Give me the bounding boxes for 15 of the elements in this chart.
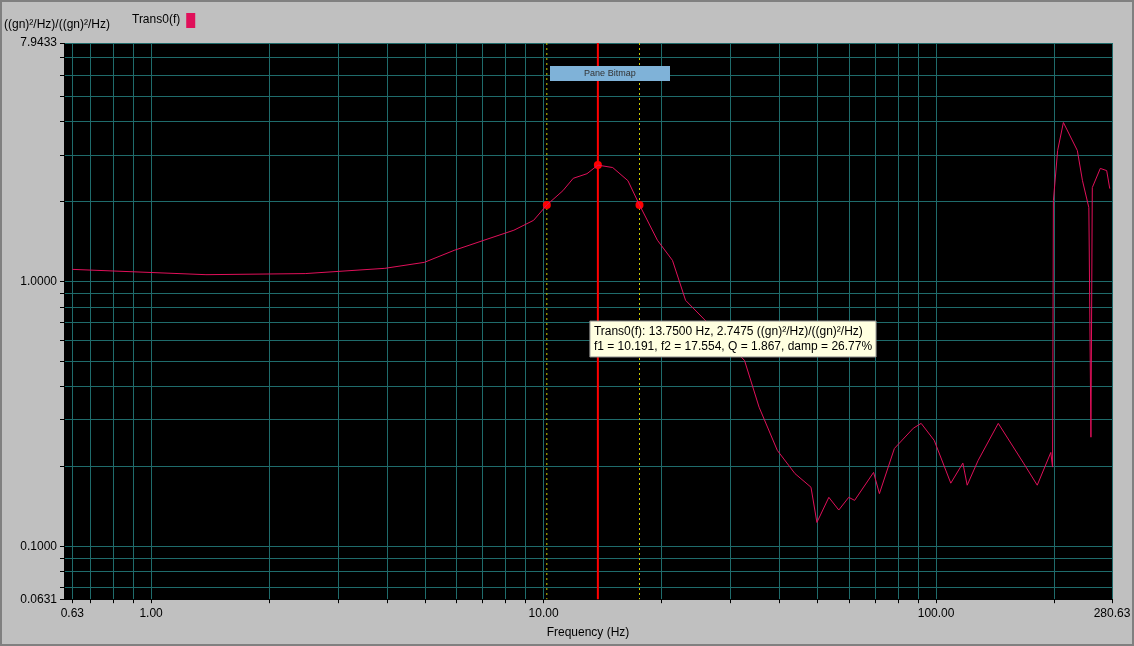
y-tick-label: 7.9433 — [20, 35, 58, 50]
x-tick-label: 0.63 — [60, 605, 85, 620]
x-tick-label: 280.63 — [1093, 605, 1131, 620]
annotation: f1 = 10.191, f2 = 17.554, Q = 1.867, damp = 26.77% — [593, 339, 873, 354]
x-tick-label: 100.00 — [917, 605, 955, 620]
y-tick-label: 1.0000 — [20, 273, 58, 288]
y-tick-label: 0.1000 — [20, 538, 58, 553]
y-axis-title: ((gn)²/Hz)/((gn)²/Hz) — [4, 17, 110, 32]
x-axis-title: Frequency (Hz) — [546, 625, 630, 640]
x-tick-label: 1.00 — [139, 605, 164, 620]
x-tick-label: 10.00 — [528, 605, 559, 620]
y-tick-label: 0.0631 — [20, 591, 58, 606]
annotation: Trans0(f): 13.7500 Hz, 2.7475 ((gn)²/Hz)/((gn)²/Hz) — [593, 324, 863, 339]
legend-label: Trans0(f) — [131, 12, 181, 27]
pane-button: Pane Bitmap — [549, 66, 670, 81]
